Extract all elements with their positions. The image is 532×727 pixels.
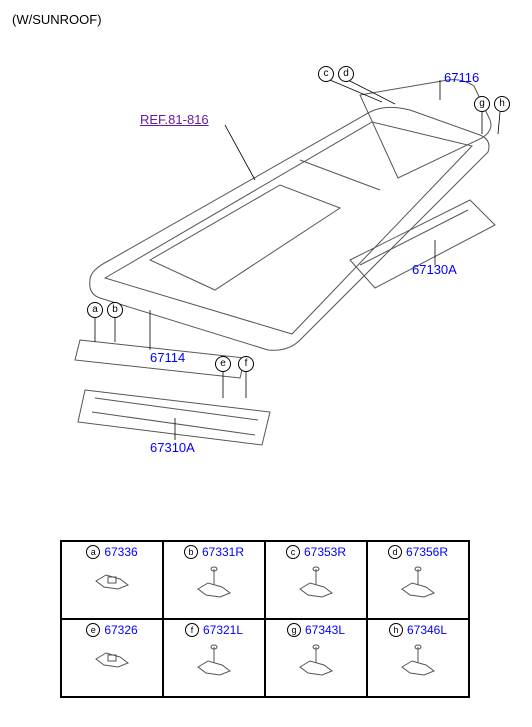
cell-icon	[294, 641, 338, 682]
clip-pin-icon	[396, 641, 440, 677]
parts-cell-d: d 67356R	[367, 541, 469, 619]
ref-label[interactable]: REF.81-816	[140, 112, 209, 127]
cell-head: a 67336	[86, 542, 137, 559]
callout-d: d	[338, 66, 354, 82]
part-number-b[interactable]: 67331R	[202, 545, 244, 559]
parts-cell-e: e 67326	[61, 619, 163, 697]
callout-a: a	[87, 302, 103, 318]
part-number-a[interactable]: 67336	[104, 545, 137, 559]
cell-head: e 67326	[86, 620, 137, 637]
parts-cell-f: f 67321L	[163, 619, 265, 697]
part-number-c[interactable]: 67353R	[304, 545, 346, 559]
clip-pin-icon	[294, 563, 338, 599]
diagram-area: REF.81-816 67116 67130A 67114 67310A a b…	[0, 40, 532, 500]
cell-icon	[192, 641, 236, 682]
parts-cell-h: h 67346L	[367, 619, 469, 697]
mini-callout-e: e	[86, 623, 100, 637]
cell-icon	[396, 563, 440, 604]
cell-icon	[90, 641, 134, 676]
clip-flat-icon	[90, 563, 134, 593]
callout-c: c	[318, 66, 334, 82]
parts-cell-c: c 67353R	[265, 541, 367, 619]
parts-cell-b: b 67331R	[163, 541, 265, 619]
mini-callout-f: f	[185, 623, 199, 637]
mini-callout-h: h	[389, 623, 403, 637]
cell-icon	[396, 641, 440, 682]
label-67116[interactable]: 67116	[444, 70, 479, 85]
parts-table: a 67336 b 67331R c 67353R d 67356R e 67326 f 67321…	[60, 540, 470, 698]
mini-callout-b: b	[184, 545, 198, 559]
header-text: (W/SUNROOF)	[12, 12, 102, 27]
cell-head: g 67343L	[287, 620, 345, 637]
parts-row-2: e 67326 f 67321L g 67343L h 67346L	[61, 619, 469, 697]
cell-head: d 67356R	[388, 542, 448, 559]
cell-head: h 67346L	[389, 620, 447, 637]
part-number-d[interactable]: 67356R	[406, 545, 448, 559]
label-67130A[interactable]: 67130A	[412, 262, 457, 277]
clip-pin-icon	[192, 641, 236, 677]
callout-f: f	[238, 356, 254, 372]
clip-pin-icon	[294, 641, 338, 677]
label-67310A[interactable]: 67310A	[150, 440, 195, 455]
mini-callout-a: a	[86, 545, 100, 559]
parts-cell-a: a 67336	[61, 541, 163, 619]
parts-cell-g: g 67343L	[265, 619, 367, 697]
part-number-g[interactable]: 67343L	[305, 623, 345, 637]
part-number-h[interactable]: 67346L	[407, 623, 447, 637]
clip-pin-icon	[396, 563, 440, 599]
cell-icon	[90, 563, 134, 598]
cell-head: f 67321L	[185, 620, 243, 637]
callout-b: b	[107, 302, 123, 318]
cell-icon	[294, 563, 338, 604]
callout-e: e	[215, 356, 231, 372]
mini-callout-d: d	[388, 545, 402, 559]
callout-g: g	[474, 96, 490, 112]
callout-h: h	[494, 96, 510, 112]
parts-row-1: a 67336 b 67331R c 67353R d 67356R	[61, 541, 469, 619]
mini-callout-c: c	[286, 545, 300, 559]
mini-callout-g: g	[287, 623, 301, 637]
cell-head: b 67331R	[184, 542, 244, 559]
part-number-f[interactable]: 67321L	[203, 623, 243, 637]
label-67114[interactable]: 67114	[150, 350, 185, 365]
part-number-e[interactable]: 67326	[104, 623, 137, 637]
cell-head: c 67353R	[286, 542, 346, 559]
clip-flat-icon	[90, 641, 134, 671]
clip-pin-icon	[192, 563, 236, 599]
cell-icon	[192, 563, 236, 604]
